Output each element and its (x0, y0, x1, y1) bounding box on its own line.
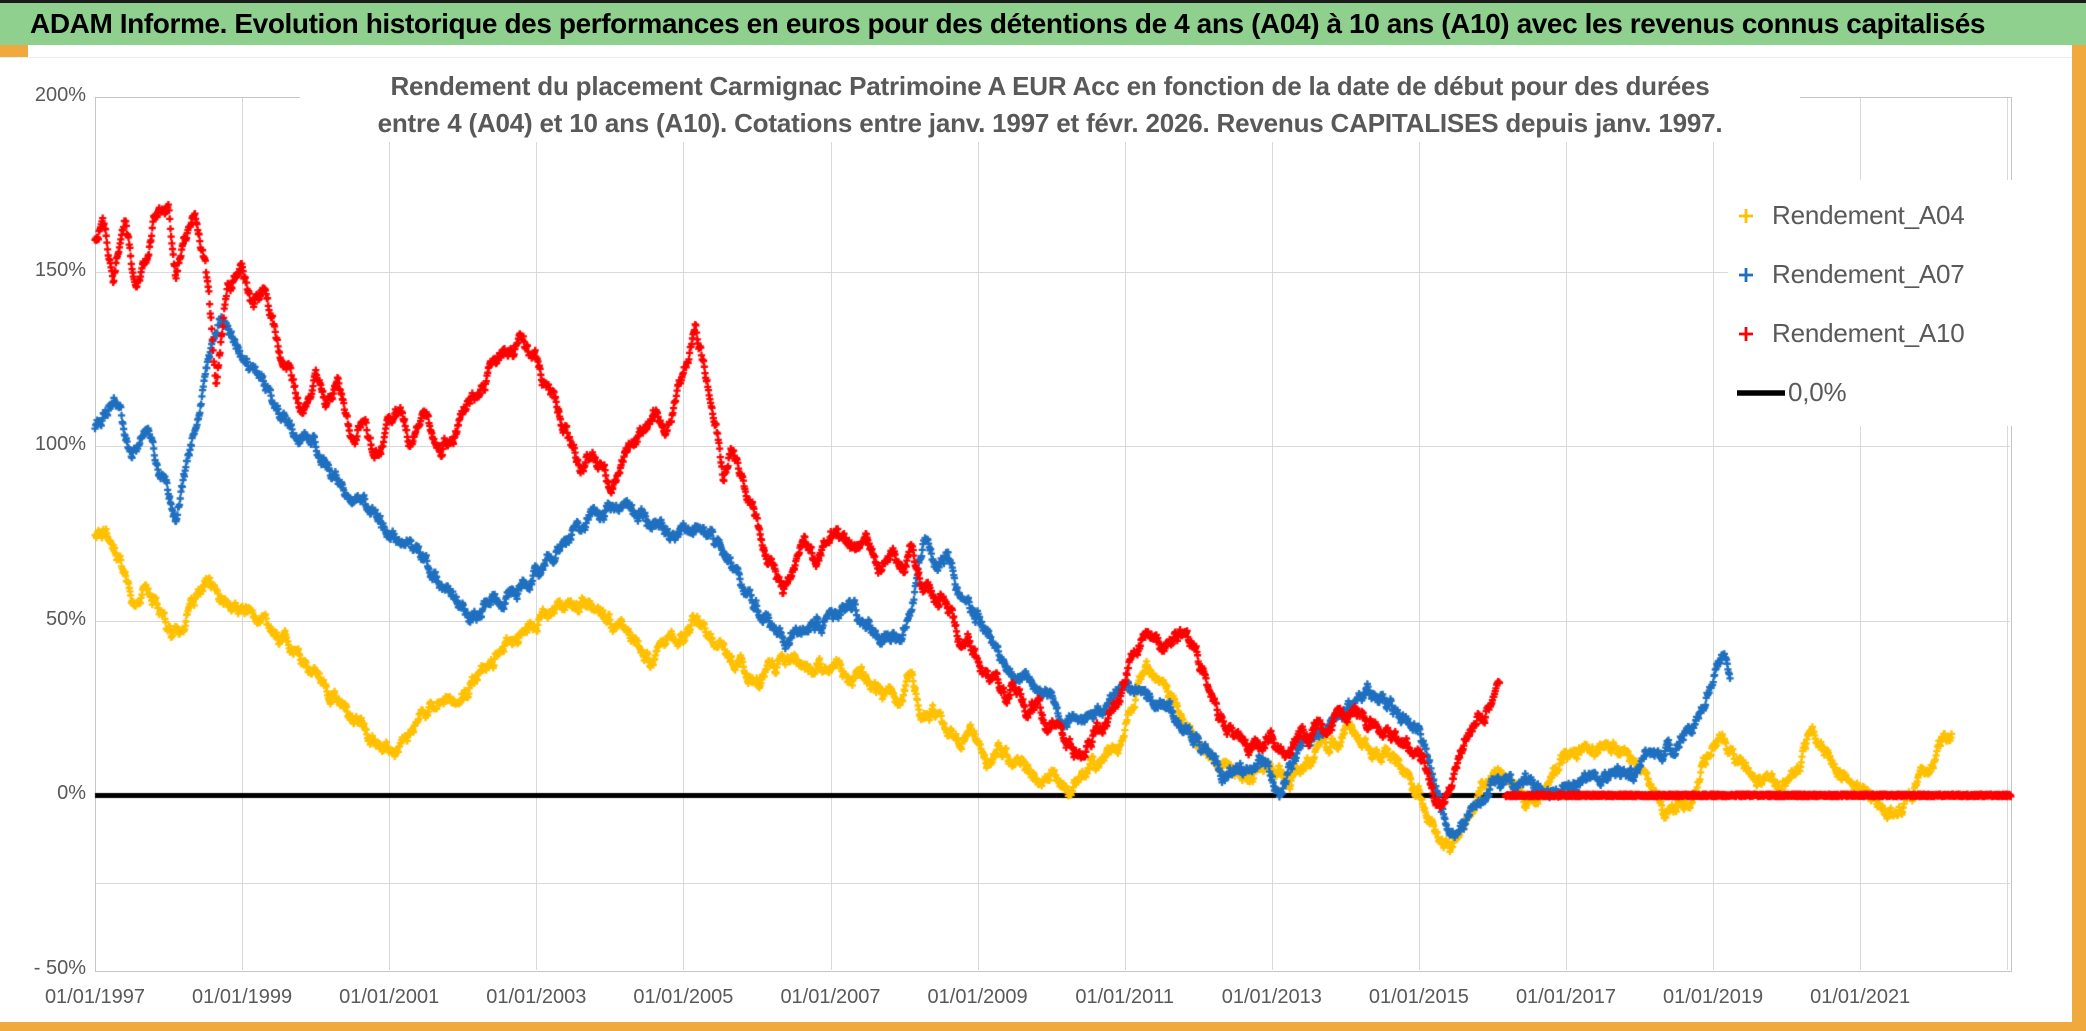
legend-item-rendement-a04: Rendement_A04 (1736, 186, 2022, 245)
legend-label: 0,0% (1788, 377, 1847, 407)
plus-marker-icon (1739, 267, 1753, 282)
legend-label: Rendement_A04 (1772, 200, 1965, 230)
chart-title: Rendement du placement Carmignac Patrimo… (300, 68, 1800, 142)
legend-item-rendement-a07: Rendement_A07 (1736, 245, 2022, 304)
legend-item-zero-line: 0,0% (1736, 363, 2022, 422)
plus-marker-icon (1739, 208, 1753, 223)
legend-item-rendement-a10: Rendement_A10 (1736, 304, 2022, 363)
legend-label: Rendement_A07 (1772, 259, 1965, 289)
chart-legend: Rendement_A04 Rendement_A07 Rendement_A1… (1728, 180, 2022, 426)
line-marker-icon (1737, 389, 1785, 396)
chart-title-line2: entre 4 (A04) et 10 ans (A10). Cotations… (377, 108, 1723, 138)
legend-label: Rendement_A10 (1772, 318, 1965, 348)
chart-title-line1: Rendement du placement Carmignac Patrimo… (390, 71, 1710, 101)
plus-marker-icon (1739, 326, 1753, 341)
